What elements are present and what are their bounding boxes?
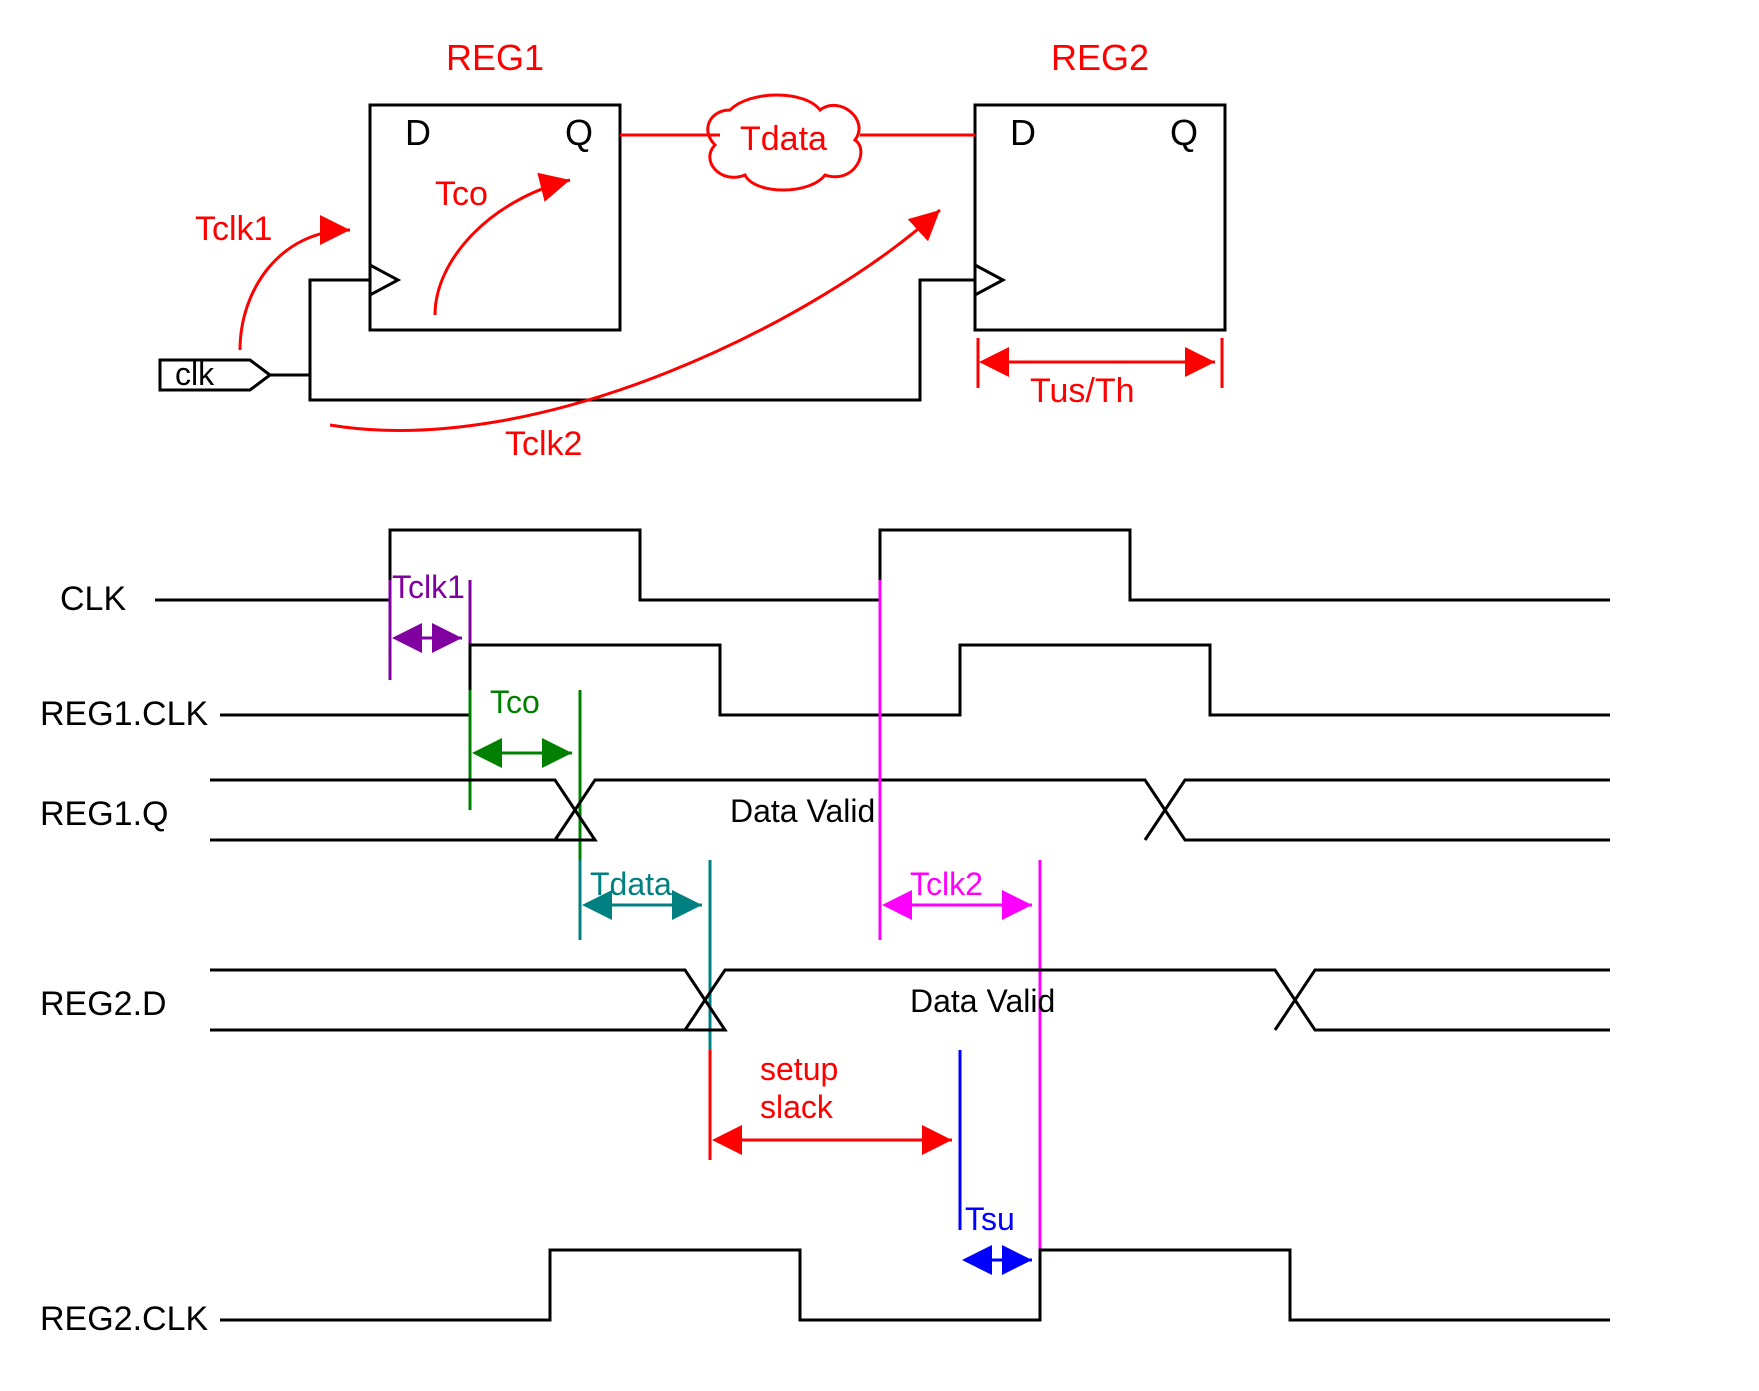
tdata-timing-label: Tdata bbox=[590, 866, 672, 902]
tclk1-arrow bbox=[240, 230, 350, 350]
reg1-d-pin: D bbox=[405, 112, 431, 153]
reg1-q-pin: Q bbox=[565, 112, 593, 153]
reg1-clk-label: REG1.CLK bbox=[40, 695, 208, 733]
tsu-timing-label: Tsu bbox=[965, 1201, 1015, 1237]
tclk1-label: Tclk1 bbox=[195, 210, 272, 248]
circuit-diagram: REG1 D Q REG2 D Q clk Tdata Tclk1 Tco Tc… bbox=[160, 40, 1225, 463]
tco-label: Tco bbox=[435, 175, 488, 213]
slack-label: slack bbox=[760, 1089, 834, 1125]
clk-signal-label: CLK bbox=[60, 580, 126, 618]
reg1-clk-waveform bbox=[220, 645, 1610, 715]
tco-timing-label: Tco bbox=[490, 684, 540, 720]
tclk2-arrow bbox=[330, 210, 940, 430]
tdata-cloud-label: Tdata bbox=[740, 120, 827, 158]
clk-waveform bbox=[155, 530, 1610, 600]
reg1-q-data-valid: Data Valid bbox=[730, 793, 875, 829]
reg1-clk-triangle bbox=[370, 265, 398, 295]
reg2-clk-waveform bbox=[220, 1250, 1610, 1320]
reg2-d-pin: D bbox=[1010, 112, 1036, 153]
tclk1-timing-label: Tclk1 bbox=[392, 569, 465, 605]
diagram-container: REG1 D Q REG2 D Q clk Tdata Tclk1 Tco Tc… bbox=[40, 40, 1719, 1351]
setup-label: setup bbox=[760, 1051, 838, 1087]
timing-diagram: CLK Tclk1 REG1.CLK Tco REG1.Q Data Valid… bbox=[40, 530, 1610, 1338]
tclk2-timing-label: Tclk2 bbox=[910, 866, 983, 902]
reg2-label: REG2 bbox=[1051, 40, 1149, 78]
reg2-d-data-valid: Data Valid bbox=[910, 983, 1055, 1019]
reg1-q-label: REG1.Q bbox=[40, 795, 168, 833]
reg1-label: REG1 bbox=[446, 40, 544, 78]
reg2-q-pin: Q bbox=[1170, 112, 1198, 153]
reg2-d-label: REG2.D bbox=[40, 985, 167, 1023]
clk-net-reg1 bbox=[270, 280, 370, 375]
tus-th-label: Tus/Th bbox=[1030, 372, 1135, 410]
reg2-clk-label: REG2.CLK bbox=[40, 1300, 208, 1338]
tclk2-label: Tclk2 bbox=[505, 425, 582, 463]
clk-source-label: clk bbox=[175, 356, 215, 392]
reg2-clk-triangle bbox=[975, 265, 1003, 295]
